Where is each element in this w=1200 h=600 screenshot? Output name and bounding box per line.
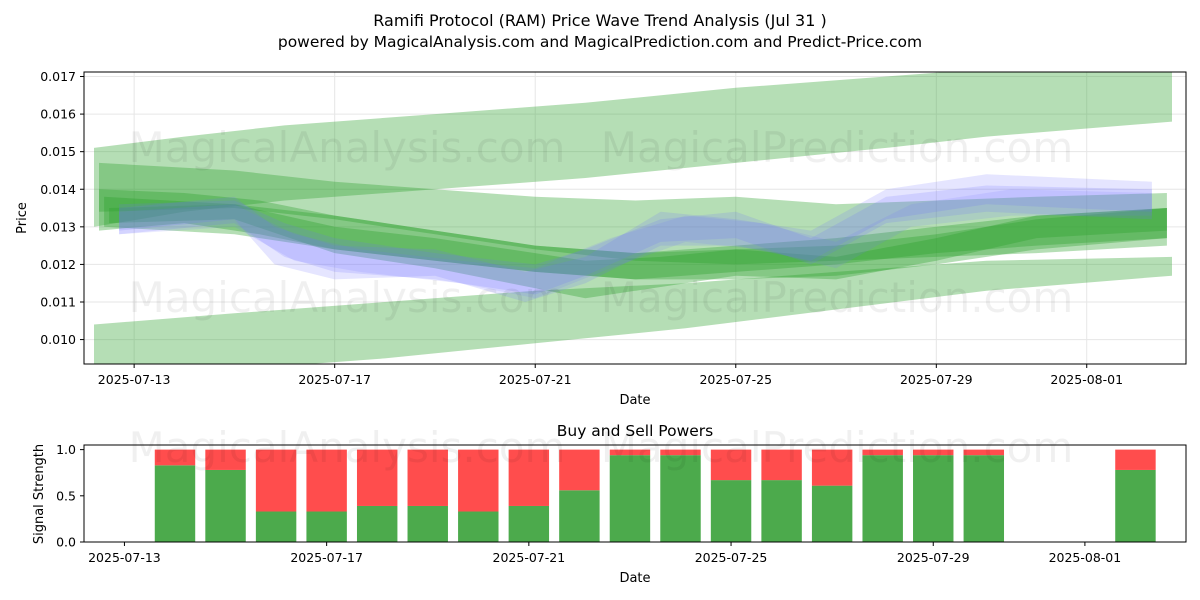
price-band-mid-band-1 <box>99 162 1167 265</box>
price-band-mid-band-2 <box>104 196 1167 280</box>
sell-bar <box>660 449 701 456</box>
main-x-tick-label: 2025-07-29 <box>900 372 973 387</box>
buy-sell-bars <box>154 449 1156 542</box>
main-y-axis-label: Price <box>15 202 30 234</box>
watermark-analysis-bottom: MagicalAnalysis.com <box>129 423 566 472</box>
sub-y-tick-label: 0.0 <box>56 535 76 550</box>
price-band-wide-lower-band <box>94 256 1172 364</box>
watermark-analysis-mid: MagicalAnalysis.com <box>129 273 566 322</box>
sub-y-axis-label: Signal Strength <box>32 444 47 544</box>
watermark-prediction-mid: MagicalPrediction.com <box>601 273 1074 322</box>
sub-x-tick-label: 2025-07-17 <box>290 550 363 565</box>
watermark-prediction-bottom: MagicalPrediction.com <box>601 423 1074 472</box>
watermark-analysis-top: MagicalAnalysis.com <box>129 123 566 172</box>
sell-bar <box>1115 449 1156 470</box>
main-y-tick-label: 0.010 <box>40 332 76 347</box>
main-x-tick-label: 2025-07-17 <box>298 372 371 387</box>
sub-x-tick-label: 2025-08-01 <box>1049 550 1122 565</box>
main-y-tick-label: 0.015 <box>40 144 76 159</box>
price-band-wide-upper-band <box>94 72 1172 227</box>
buy-bar <box>205 469 246 542</box>
buy-sell-chart: Buy and Sell Powers MagicalAnalysis.com … <box>32 422 1187 586</box>
main-x-axis: 2025-07-13 2025-07-17 2025-07-21 2025-07-25… <box>98 364 1123 387</box>
price-bands <box>94 72 1172 364</box>
main-y-tick-label: 0.012 <box>40 257 76 272</box>
sell-bar <box>154 449 196 466</box>
price-band-wave-blue-3 <box>119 189 1152 299</box>
buy-bar <box>1115 469 1156 542</box>
chart-title: Ramifi Protocol (RAM) Price Wave Trend A… <box>373 11 826 30</box>
main-x-tick-label: 2025-08-01 <box>1050 372 1123 387</box>
buy-bar <box>306 511 347 542</box>
sub-y-tick-label: 0.5 <box>56 488 76 503</box>
buy-bar <box>356 505 398 542</box>
sell-bar <box>862 449 903 456</box>
sub-x-tick-label: 2025-07-13 <box>88 550 161 565</box>
buy-bar <box>811 485 853 542</box>
main-grid <box>84 72 1186 364</box>
buy-bar <box>407 505 448 542</box>
buy-bar <box>862 455 903 542</box>
buy-bar <box>154 465 196 542</box>
sub-x-axis: 2025-07-13 2025-07-17 2025-07-21 2025-07-25… <box>88 542 1121 565</box>
main-y-tick-label: 0.014 <box>40 182 76 197</box>
main-y-axis: 0.010 0.011 0.012 0.013 0.014 0.015 0.016 0.017 <box>40 69 84 347</box>
sell-bar <box>559 449 600 491</box>
sell-bar <box>913 449 954 456</box>
buy-bar <box>660 455 701 542</box>
main-y-tick-label: 0.013 <box>40 219 76 234</box>
price-wave-chart: MagicalAnalysis.com MagicalPrediction.co… <box>15 69 1187 408</box>
price-band-mid-band-3 <box>109 204 1167 299</box>
buy-bar <box>913 455 954 542</box>
sell-bar <box>407 449 448 506</box>
sell-bar <box>306 449 347 512</box>
sell-bar <box>710 449 752 481</box>
sub-x-tick-label: 2025-07-25 <box>695 550 768 565</box>
main-y-tick-label: 0.016 <box>40 107 76 122</box>
sell-bar <box>508 449 550 506</box>
main-x-axis-label: Date <box>619 393 650 408</box>
buy-bar <box>963 455 1005 542</box>
main-x-tick-label: 2025-07-21 <box>499 372 572 387</box>
sell-bar <box>761 449 802 481</box>
sub-x-tick-label: 2025-07-21 <box>493 550 566 565</box>
buy-bar <box>609 455 651 542</box>
sell-bar <box>458 449 499 512</box>
main-x-tick-label: 2025-07-13 <box>98 372 171 387</box>
sell-bar <box>811 449 853 486</box>
sell-bar <box>609 449 651 456</box>
main-y-tick-label: 0.017 <box>40 69 76 84</box>
sell-bar <box>356 449 398 506</box>
main-watermarks: MagicalAnalysis.com MagicalPrediction.co… <box>129 123 1074 322</box>
buy-sell-title: Buy and Sell Powers <box>557 422 714 440</box>
sub-x-tick-label: 2025-07-29 <box>897 550 970 565</box>
buy-bar <box>255 511 297 542</box>
main-plot-frame <box>83 71 1187 365</box>
price-band-wave-blue-1 <box>119 174 1152 302</box>
price-band-wave-blue-2 <box>119 185 1152 295</box>
buy-bar <box>458 511 499 542</box>
price-band-mid-band-4 <box>99 189 1167 280</box>
buy-bar <box>710 480 752 542</box>
sell-bar <box>255 449 297 512</box>
chart-subtitle: powered by MagicalAnalysis.com and Magic… <box>278 33 922 51</box>
sub-y-axis: 0.0 0.5 1.0 <box>56 442 84 550</box>
main-y-tick-label: 0.011 <box>40 294 76 309</box>
buy-bar <box>508 505 550 542</box>
sub-x-axis-label: Date <box>619 571 650 586</box>
sub-y-tick-label: 1.0 <box>56 442 76 457</box>
watermark-prediction-top: MagicalPrediction.com <box>601 123 1074 172</box>
sub-plot-frame <box>83 444 1187 543</box>
buy-bar <box>559 490 600 542</box>
sell-bar <box>205 449 246 470</box>
buy-bar <box>761 480 802 542</box>
sell-bar <box>963 449 1005 456</box>
main-x-tick-label: 2025-07-25 <box>699 372 772 387</box>
